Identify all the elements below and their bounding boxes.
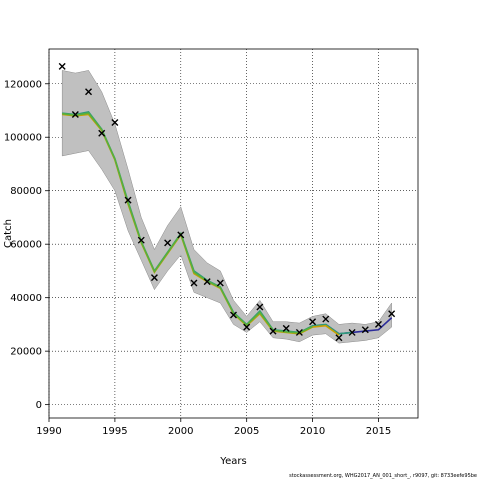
observed-point (137, 236, 145, 244)
observed-point (177, 231, 185, 239)
y-tick-label: 0 (36, 400, 42, 411)
observed-point (322, 315, 330, 323)
observed-point (309, 318, 317, 326)
confidence-band (61, 70, 392, 344)
x-tick-label: 2000 (168, 426, 193, 437)
observed-point (243, 323, 251, 331)
y-tick-label: 120000 (4, 79, 42, 90)
observed-point (335, 334, 343, 342)
y-tick-label: 100000 (4, 133, 42, 144)
observed-point (71, 111, 79, 119)
observed-point (164, 239, 172, 247)
x-tick-label: 2015 (366, 426, 391, 437)
observed-point (230, 311, 237, 319)
observed-point (282, 324, 290, 332)
x-axis-label: Years (219, 456, 246, 467)
y-tick-label: 80000 (10, 186, 42, 197)
observed-point (98, 129, 106, 137)
observed-point (85, 88, 93, 96)
y-tick-label: 60000 (10, 240, 42, 251)
observed-points (58, 62, 396, 342)
observed-point (190, 279, 198, 287)
x-tick-label: 1990 (36, 426, 61, 437)
observed-point (256, 303, 264, 311)
plot-frame (48, 48, 419, 419)
observed-point (216, 279, 224, 287)
y-tick-label: 20000 (10, 347, 42, 358)
observed-point (269, 327, 277, 335)
observed-point (111, 119, 119, 127)
observed-point (295, 328, 303, 336)
x-tick-label: 1995 (102, 426, 127, 437)
y-axis-ticks: 0 20000 40000 60000 80000 100000 120000 (4, 79, 49, 411)
x-axis-ticks: 1990 1995 2000 2005 2010 2015 (36, 418, 391, 437)
observed-point (124, 196, 132, 204)
confidence-band-area (61, 70, 392, 344)
observed-point (348, 328, 356, 336)
observed-point (361, 326, 369, 334)
y-tick-label: 40000 (10, 293, 42, 304)
observed-point (203, 278, 211, 286)
observed-point (388, 310, 396, 318)
observed-point (58, 62, 66, 70)
x-tick-label: 2010 (300, 426, 325, 437)
observed-point (374, 320, 382, 328)
x-tick-label: 2005 (234, 426, 259, 437)
observed-point (150, 274, 158, 282)
y-axis-label: Catch (3, 219, 14, 248)
footer-credit: stockassessment.org, WHG2017_AN_001_shor… (289, 473, 477, 479)
